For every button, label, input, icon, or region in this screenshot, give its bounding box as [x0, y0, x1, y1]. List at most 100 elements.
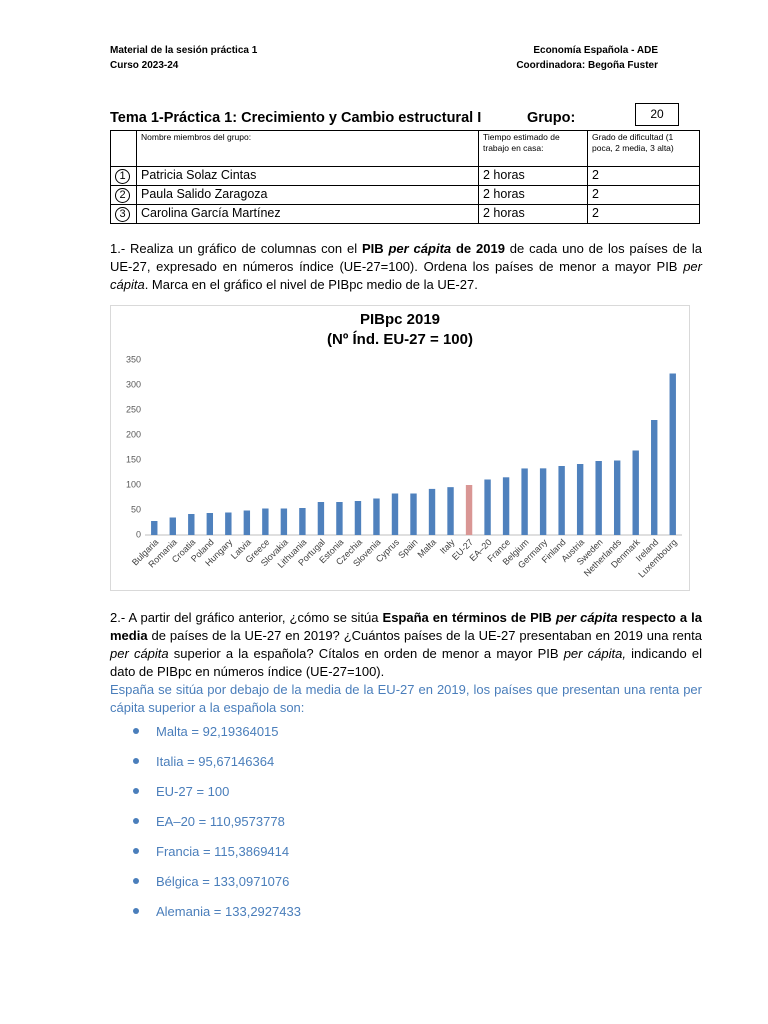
text-run: PIB — [361, 241, 389, 256]
bar — [354, 501, 362, 535]
y-tick-label: 100 — [126, 479, 141, 489]
text-run: de 2019 — [451, 241, 505, 256]
bullet-text: Alemania = 133,2927433 — [156, 904, 301, 919]
cell: Tiempo estimado de trabajo en casa: — [478, 130, 588, 167]
bar — [595, 461, 602, 535]
bar — [280, 508, 288, 535]
group-number: 20 — [635, 103, 679, 126]
header-line: Material de la sesión práctica 1 — [110, 45, 258, 56]
text-run: 2.- A partir del gráfico anterior, ¿cómo… — [110, 610, 383, 625]
bullet-text: EU-27 = 100 — [156, 784, 230, 799]
bar — [632, 450, 639, 535]
cell: 1 — [110, 166, 137, 186]
chart: PIBpc 2019 (Nº Índ. EU-27 = 100) 0 50 100 1… — [110, 305, 690, 591]
bullet-text: Italia = 95,67146364 — [156, 754, 275, 769]
cell: 2 — [587, 185, 700, 205]
bullet-text: EA–20 = 110,9573778 — [156, 814, 285, 829]
bullet-item: EU-27 = 100 — [130, 783, 229, 801]
bar — [188, 514, 195, 535]
header-line: Coordinadora: Begoña Fuster — [516, 60, 658, 71]
bullet-dot — [133, 817, 139, 824]
text-run: de cada uno de los países de la UE-27, e… — [110, 241, 702, 274]
bullet-item: EA–20 = 110,9573778 — [130, 813, 285, 831]
bar — [317, 502, 325, 535]
table-header: Nombre miembros del grupo: Tiempo estima… — [110, 130, 700, 167]
cell: Carolina García Martínez — [136, 204, 479, 224]
cell: 2 horas — [478, 166, 588, 186]
table-row: 2 Paula Salido Zaragoza 2 horas 2 — [110, 185, 700, 205]
bar — [262, 508, 269, 535]
text-run: . Marca en el gráfico el nivel de PIBpc … — [144, 277, 478, 292]
table-body: 1 Patricia Solaz Cintas 2 horas 2 2 Paula Sal… — [110, 166, 700, 224]
bar — [521, 468, 528, 535]
bar — [539, 468, 547, 535]
header-left: Material de la sesión práctica 1 Curso 2… — [110, 43, 257, 73]
cell: 2 horas — [478, 204, 588, 224]
bullet-dot — [133, 727, 139, 734]
bar — [225, 512, 232, 535]
bar — [613, 460, 621, 535]
table-row: 3 Carolina García Martínez 2 horas 2 — [110, 204, 700, 224]
bar — [484, 479, 491, 535]
y-tick-label: 0 — [136, 529, 141, 539]
y-tick-label: 150 — [126, 454, 141, 464]
cell — [110, 130, 137, 167]
row-number: 3 — [115, 207, 130, 222]
question-2: 2.- A partir del gráfico anterior, ¿cómo… — [110, 609, 702, 681]
cell: Paula Salido Zaragoza — [136, 185, 479, 205]
chart-frame — [110, 305, 690, 591]
bar — [373, 498, 380, 535]
header-line: Economía Española - ADE — [533, 45, 658, 56]
group-label: Grupo: — [527, 110, 576, 126]
cell: Nombre miembros del grupo: — [136, 130, 479, 167]
title: Tema 1-Práctica 1: Crecimiento y Cambio … — [110, 110, 482, 126]
bullet-dot — [133, 877, 139, 884]
text-run: España en términos de PIB — [382, 610, 556, 625]
chart-title: PIBpc 2019 — [360, 311, 440, 328]
bullet-dot — [133, 757, 139, 764]
bar — [151, 521, 158, 535]
table-row: 1 Patricia Solaz Cintas 2 horas 2 — [110, 166, 700, 186]
bullet-dot — [133, 847, 139, 854]
members-table: Nombre miembros del grupo: Tiempo estima… — [110, 130, 700, 224]
bar — [410, 493, 417, 535]
question-1: 1.- Realiza un gráfico de columnas con e… — [110, 240, 702, 294]
bullet-item: Bélgica = 133,0971076 — [130, 873, 289, 891]
bar — [206, 513, 214, 535]
text-run: superior a la española? Cítalos en orden… — [168, 646, 564, 661]
bar — [336, 502, 343, 535]
text-run: per cápita, — [563, 646, 626, 661]
text-run: per cápita — [388, 241, 452, 256]
y-tick-label: 50 — [131, 504, 141, 514]
text-run: de países de la UE-27 en 2019? ¿Cuántos … — [147, 628, 702, 643]
bar — [669, 373, 676, 535]
cell: 2 — [587, 204, 700, 224]
cell: 2 — [587, 166, 700, 186]
chart-subtitle: (Nº Índ. EU-27 = 100) — [327, 331, 473, 348]
bar — [576, 464, 584, 535]
text-run: per cápita — [555, 610, 618, 625]
bullet-text: Malta = 92,19364015 — [156, 724, 279, 739]
bullet-item: Francia = 115,3869414 — [130, 843, 289, 861]
cell: 2 horas — [478, 185, 588, 205]
text-run: indicando el dato de PIBpc en números ín… — [110, 646, 703, 679]
y-tick-label: 350 — [126, 354, 141, 364]
bullet-dot — [133, 907, 139, 914]
bar — [558, 466, 565, 535]
row-number: 1 — [115, 169, 130, 184]
cell: Grado de dificultad (1 poca, 2 media, 3 … — [587, 130, 700, 167]
bar — [428, 488, 436, 535]
y-tick-label: 250 — [126, 404, 141, 414]
cell: 3 — [110, 204, 137, 224]
bullet-item: Alemania = 133,2927433 — [130, 903, 301, 921]
header-right: Economía Española - ADE Coordinadora: Be… — [490, 43, 658, 73]
bullet-text: Bélgica = 133,0971076 — [156, 874, 290, 889]
bullet-item: Malta = 92,19364015 — [130, 723, 279, 741]
text-run: 1.- Realiza un gráfico de columnas con e… — [110, 241, 362, 256]
bar — [243, 510, 251, 535]
cell: 2 — [110, 185, 137, 205]
bar — [447, 487, 454, 535]
bullet-text: Francia = 115,3869414 — [156, 844, 290, 859]
